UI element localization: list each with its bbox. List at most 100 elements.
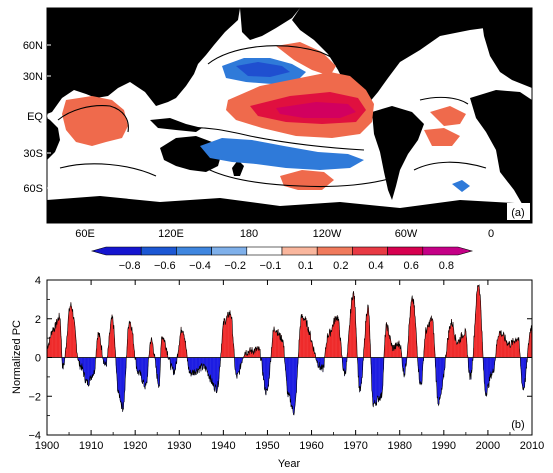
pc-bar [277, 335, 278, 358]
pc-bar [288, 357, 289, 393]
pc-bar [287, 357, 288, 392]
pc-bar [311, 342, 312, 358]
pc-bar [93, 357, 94, 375]
pc-bar [279, 332, 280, 358]
pc-bar [404, 357, 406, 375]
pc-bar [92, 357, 94, 375]
pc-bar [425, 327, 427, 358]
pc-bar [289, 357, 291, 395]
pc-bar [86, 357, 88, 380]
pc-bar [488, 357, 489, 384]
pc-bar [396, 343, 397, 358]
pc-bar [125, 357, 126, 379]
pc-bar [159, 357, 160, 386]
pc-bar [400, 345, 402, 358]
pc-bar [400, 350, 402, 358]
pc-bar [476, 290, 478, 358]
south-atlantic-cool-patch [452, 180, 470, 192]
pc-bar [288, 357, 290, 396]
pc-bar [174, 357, 176, 370]
pc-bar [488, 357, 489, 388]
pc-bar [365, 321, 366, 358]
pc-bar [206, 357, 207, 370]
pc-bar [251, 349, 252, 358]
pc-bar [392, 351, 394, 358]
pc-bar [277, 329, 279, 358]
pc-bar [265, 357, 266, 395]
pc-bar [96, 340, 98, 358]
pc-bar [208, 357, 210, 379]
lon-tick-label: 120W [313, 228, 342, 240]
pc-bar [216, 357, 218, 393]
pc-bar [437, 357, 439, 404]
pc-bar [347, 352, 348, 358]
pc-bar [194, 357, 196, 376]
colorbar-tick-label: 0.4 [368, 260, 383, 272]
pc-bar [403, 357, 405, 375]
pc-bar [48, 342, 50, 358]
pc-bar [222, 329, 223, 358]
pc-bar [296, 357, 297, 393]
pc-bar [456, 342, 457, 358]
pc-bar [360, 357, 362, 383]
colorbar-swatch [281, 246, 318, 256]
pc-bar [285, 357, 287, 372]
pc-bar [67, 323, 69, 358]
pc-bar [263, 357, 265, 380]
pc-bar [254, 352, 256, 358]
pc-bar [524, 357, 525, 388]
pc-bar [344, 357, 345, 377]
map-ticks: 60N 30N EQ 30S 60S 60E 120E 180 120W 60W 0 [23, 40, 494, 240]
indian-ocean-warm [62, 96, 128, 146]
pc-bar [137, 357, 139, 374]
pc-bar [391, 342, 392, 358]
pc-bar [132, 333, 133, 358]
pc-bar [512, 345, 513, 358]
pc-bar [515, 339, 516, 358]
pc-bar [513, 341, 514, 358]
pc-bar [166, 355, 168, 358]
pc-bar [373, 357, 375, 404]
x-tick-label: 1950 [255, 440, 279, 452]
pc-bar [309, 330, 311, 358]
pc-bar [247, 355, 248, 358]
pc-bar [202, 357, 204, 369]
pc-bar [57, 319, 58, 358]
pc-bar [379, 357, 381, 401]
newzealand-land [232, 160, 244, 176]
pc-bar [138, 357, 139, 373]
colorbar-swatch [387, 246, 424, 256]
pc-bar [250, 351, 251, 358]
pc-bar [394, 344, 395, 358]
pc-bar [119, 357, 121, 401]
pc-bar [421, 357, 423, 385]
pc-bar [481, 319, 482, 358]
pc-bar [71, 309, 73, 358]
pc-bar [436, 357, 437, 382]
pc-bar [429, 327, 430, 358]
pc-bar [481, 331, 483, 358]
pc-bar [253, 354, 254, 358]
pc-bar [511, 340, 513, 358]
pc-bar [165, 343, 166, 358]
pc-bar [443, 357, 444, 374]
pc-bar [222, 326, 224, 358]
pc-bar [487, 357, 488, 387]
pc-bar [223, 321, 224, 358]
pc-bar [363, 346, 365, 358]
pc-bar [255, 346, 257, 358]
pc-bar [274, 329, 275, 358]
pc-bar [288, 357, 290, 393]
pc-bar [65, 348, 67, 358]
pc-bar [62, 357, 64, 370]
pc-bar [184, 342, 186, 358]
pc-bar [484, 357, 485, 385]
pc-bar [356, 336, 357, 358]
pc-bar [185, 347, 187, 358]
pc-bar [282, 339, 284, 358]
pc-bar [400, 348, 401, 358]
pc-bar [505, 339, 506, 358]
pc-bar [320, 357, 322, 371]
pc-bar [114, 338, 115, 358]
pc-bar [130, 324, 132, 358]
